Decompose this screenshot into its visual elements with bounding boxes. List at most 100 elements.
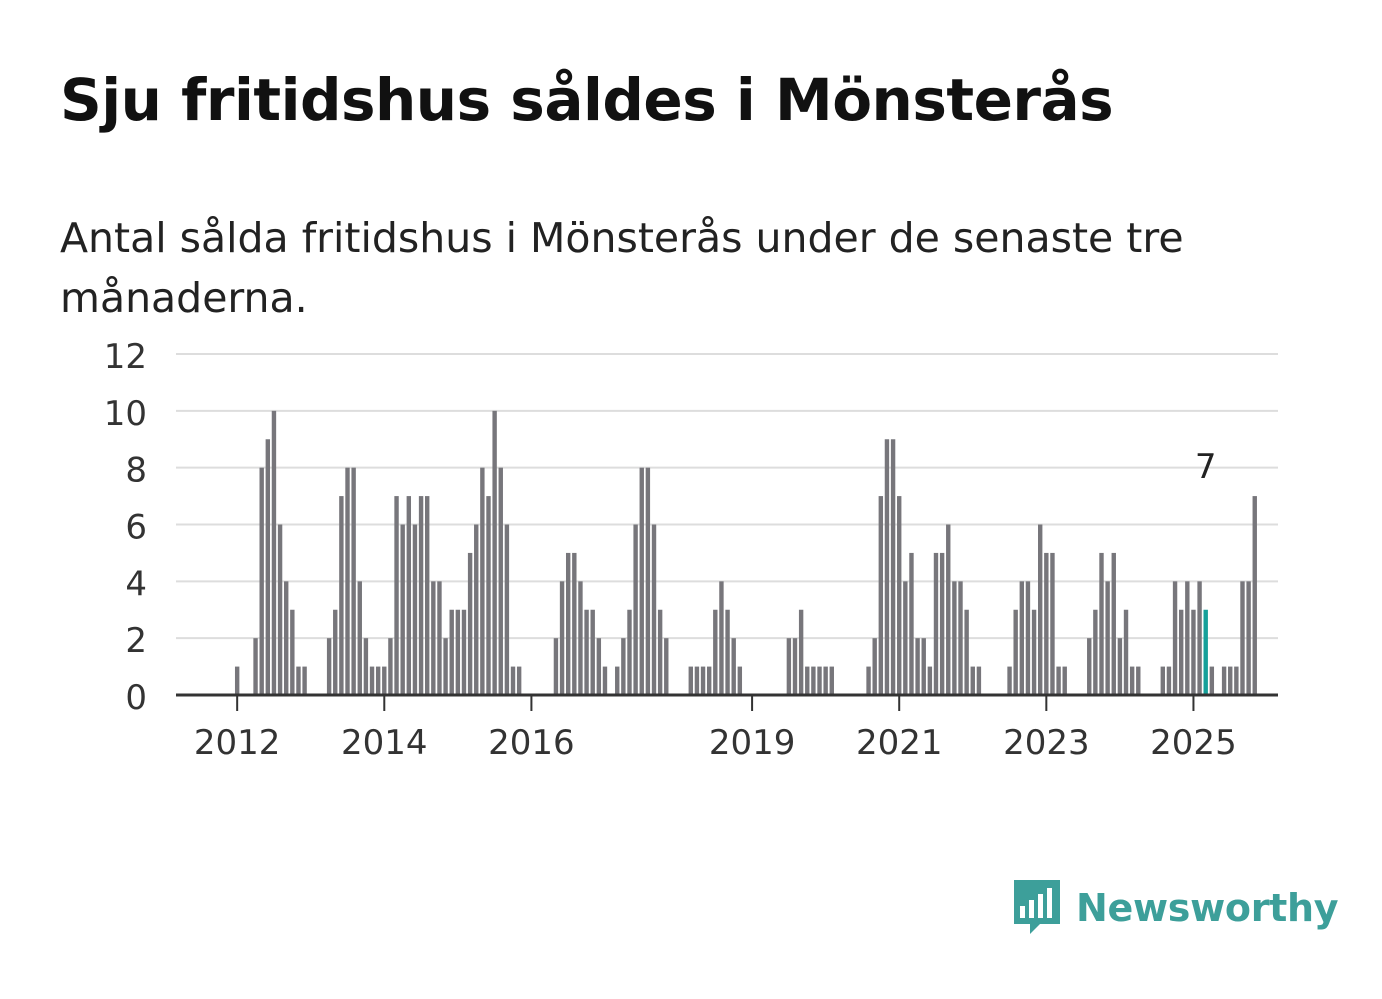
bar [492,410,497,695]
bar [345,467,350,695]
bar [412,524,418,695]
bar [1221,666,1227,695]
bar [1252,496,1257,695]
bar [1185,581,1190,695]
bar [1105,581,1110,695]
bar [431,581,436,695]
y-tick-label: 12 [104,337,147,377]
y-tick-label: 8 [125,451,147,491]
bar [1197,581,1202,695]
bar [455,609,461,695]
x-tick-label: 2016 [488,723,575,763]
bar [382,666,387,695]
bar [1160,666,1165,695]
bar [633,524,638,695]
bar [1044,552,1049,695]
y-tick-label: 2 [125,621,147,661]
bar [933,552,939,695]
bar [627,609,632,695]
bar [284,581,289,695]
bar [290,609,295,695]
bar [823,666,828,695]
bar [1129,666,1135,695]
bar [700,666,706,695]
bar [878,496,884,695]
newsworthy-chart-bubble-icon [1014,880,1060,934]
bar [259,467,264,695]
bar [1117,638,1123,695]
x-tick-label: 2012 [194,723,281,763]
bar [461,609,467,695]
bar [277,524,283,695]
bar [664,638,669,695]
bar [406,496,412,695]
bar [1209,666,1215,695]
bar [388,638,393,695]
bar [565,552,571,695]
bar [578,581,583,695]
bar [1056,666,1061,695]
bar [271,410,277,695]
bar [713,609,718,695]
bar [1007,666,1012,695]
y-tick-label: 0 [125,678,147,718]
bar [584,609,589,695]
bar [952,581,957,695]
bar [866,666,871,695]
highlight-value-label: 7 [1195,447,1217,487]
bar [443,638,448,695]
bar [651,524,657,695]
bar [234,666,240,695]
bar [339,496,344,695]
x-tick-label: 2025 [1150,723,1237,763]
bar [253,638,258,695]
bar [596,638,602,695]
bar [872,638,877,695]
bar [645,467,651,695]
bar [1013,609,1018,695]
bar [897,496,902,695]
bar [903,581,908,695]
bar [1172,581,1178,695]
bar [1038,524,1043,695]
bar [639,467,644,695]
bar [1136,666,1141,695]
bar [1166,666,1172,695]
bar [1050,552,1055,695]
bar [657,609,663,695]
chart-title: Sju fritidshus såldes i Mönsterås [60,66,1114,134]
bar [449,609,454,695]
bar [474,524,479,695]
bar [1246,581,1251,695]
bar [1111,552,1116,695]
bar [829,666,834,695]
bar [798,609,804,695]
bar [615,666,620,695]
bar [486,496,491,695]
bar [1031,609,1037,695]
bar [706,666,712,695]
bar [1178,609,1184,695]
bar [375,666,381,695]
bar [688,666,693,695]
bar [921,638,926,695]
bar [1087,638,1092,695]
newsworthy-logo: Newsworthy [1010,876,1339,940]
bar [357,581,362,695]
bar [302,666,307,695]
bar [786,638,792,695]
bars [234,410,1257,695]
bar [602,666,608,695]
bar [467,552,473,695]
bar [719,581,724,695]
bar [731,638,736,695]
bar [1240,581,1245,695]
bar [1234,666,1239,695]
bar [927,666,933,695]
bar [946,524,951,695]
bar [1099,552,1104,695]
y-tick-label: 4 [125,564,147,604]
x-tick-label: 2014 [341,723,428,763]
bar [621,638,626,695]
